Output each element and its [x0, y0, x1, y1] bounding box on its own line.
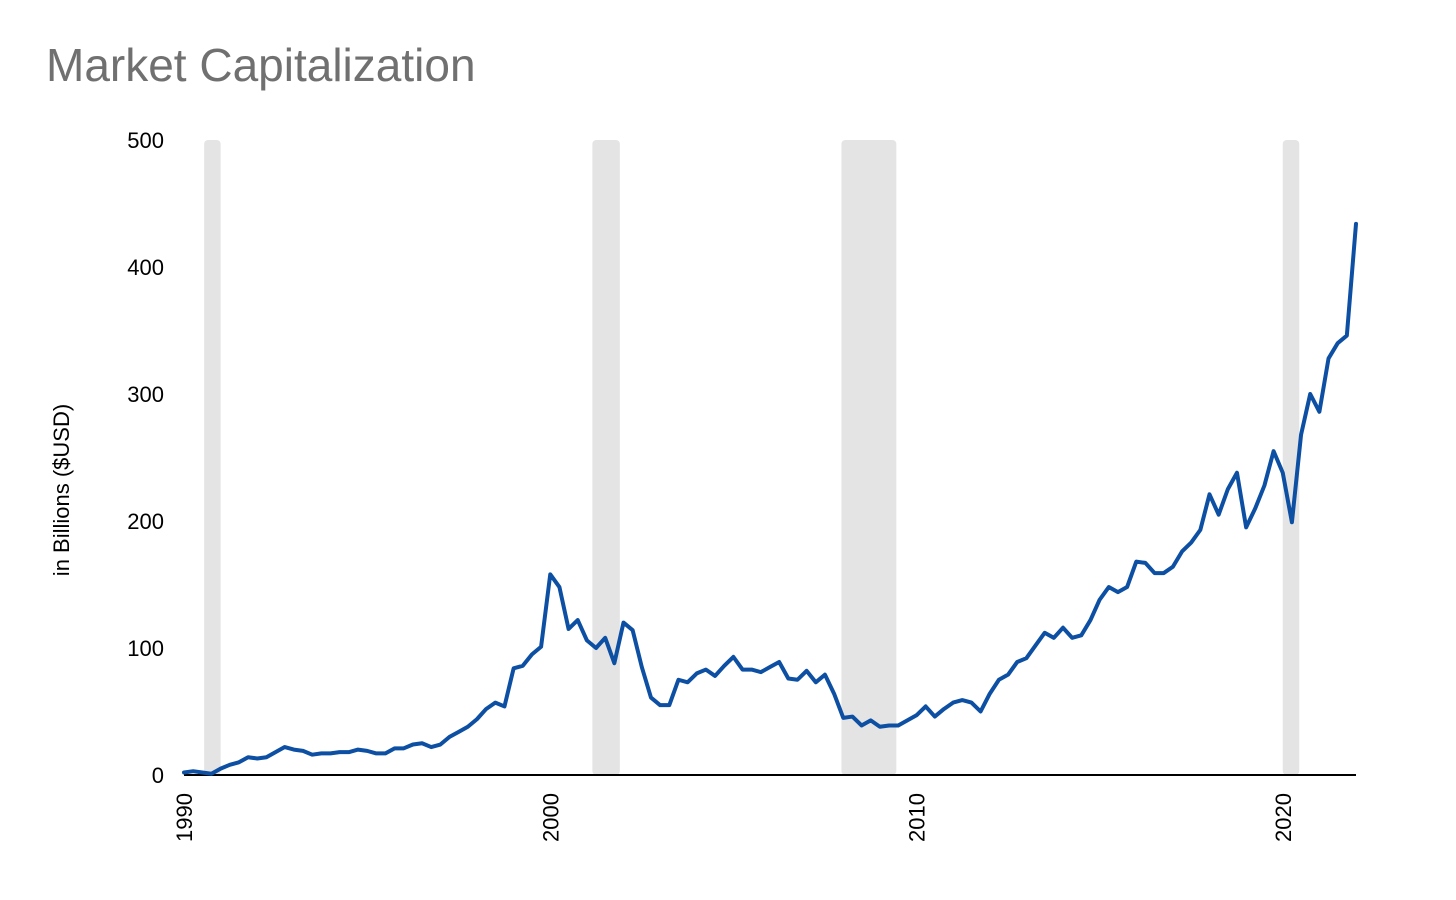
y-tick-label: 0 [152, 763, 164, 788]
y-tick-label: 100 [127, 636, 164, 661]
y-tick-label: 200 [127, 509, 164, 534]
y-tick-label: 500 [127, 128, 164, 153]
chart-title: Market Capitalization [46, 39, 476, 91]
series-line-group [182, 221, 1358, 776]
x-tick-label: 1990 [172, 793, 197, 842]
x-tick-label: 2020 [1271, 793, 1296, 842]
tick-labels: 0 100 200 300 400 500 1990 2000 2010 2020 [127, 128, 1295, 842]
recession-bands [204, 140, 1300, 775]
recession-band-3 [841, 140, 897, 775]
series-line [182, 221, 1358, 776]
x-tick-label: 2010 [905, 793, 930, 842]
x-tick-label: 2000 [538, 793, 563, 842]
y-tick-label: 400 [127, 255, 164, 280]
recession-band-2 [592, 140, 620, 775]
y-tick-label: 300 [127, 382, 164, 407]
recession-band-1 [204, 140, 221, 775]
recession-band-4 [1282, 140, 1300, 775]
